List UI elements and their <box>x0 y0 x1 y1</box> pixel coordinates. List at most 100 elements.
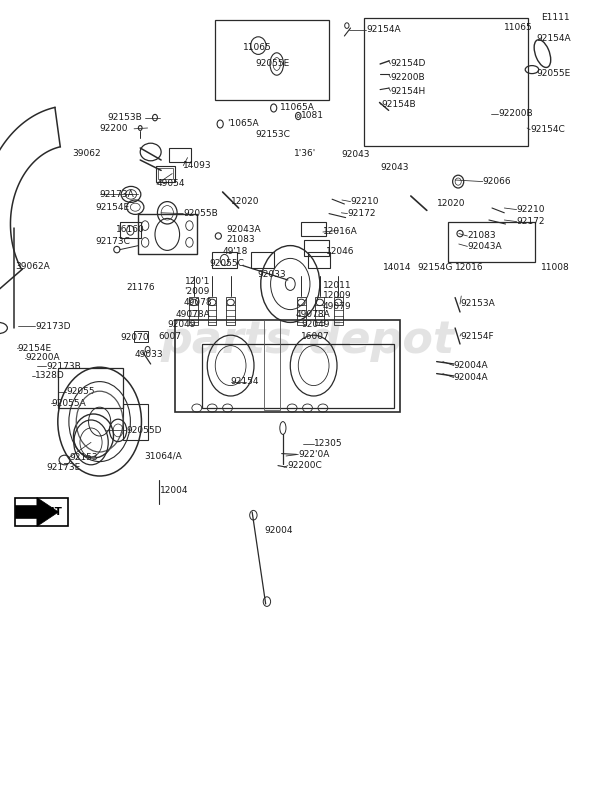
Bar <box>297 297 306 325</box>
Text: 39062A: 39062A <box>15 262 50 271</box>
Bar <box>158 168 173 179</box>
Text: 12009: 12009 <box>323 291 352 301</box>
Text: 92153C: 92153C <box>255 130 290 139</box>
Bar <box>212 252 237 268</box>
Bar <box>304 240 329 256</box>
Text: 12016A: 12016A <box>323 227 358 237</box>
Text: 49'18: 49'18 <box>223 247 248 257</box>
Text: 49033: 49033 <box>134 350 163 359</box>
Bar <box>156 166 175 182</box>
Bar <box>189 297 198 325</box>
Text: 92154: 92154 <box>231 377 259 386</box>
Text: 92154B: 92154B <box>381 100 416 110</box>
Text: 12046: 12046 <box>326 247 354 257</box>
Text: 21083: 21083 <box>226 235 255 245</box>
Text: 21176: 21176 <box>126 283 155 293</box>
Text: 92153B: 92153B <box>108 113 143 122</box>
Text: 92043: 92043 <box>380 163 408 173</box>
Text: 92173E: 92173E <box>46 463 81 473</box>
Text: 92154G: 92154G <box>417 263 453 273</box>
Text: 92055C: 92055C <box>209 259 244 269</box>
Text: 92154D: 92154D <box>391 59 426 69</box>
Text: '2009: '2009 <box>184 286 210 296</box>
Text: 49078A: 49078A <box>295 310 330 319</box>
Text: 49079: 49079 <box>323 302 352 311</box>
Text: 16160: 16160 <box>116 225 145 234</box>
Bar <box>15 498 68 526</box>
Text: 92004: 92004 <box>264 526 293 535</box>
Bar <box>251 252 274 268</box>
Text: 92173B: 92173B <box>46 362 81 371</box>
Text: 11065: 11065 <box>243 43 272 53</box>
Text: '1065A: '1065A <box>228 119 259 129</box>
Text: 92055E: 92055E <box>255 59 290 69</box>
Bar <box>120 222 141 238</box>
Text: E1111: E1111 <box>541 13 570 22</box>
Text: 49078A: 49078A <box>175 310 210 319</box>
Text: 12305: 12305 <box>314 439 343 449</box>
Text: 92055: 92055 <box>66 387 95 397</box>
Text: 92049: 92049 <box>167 320 196 330</box>
Bar <box>138 214 197 254</box>
Text: 92200A: 92200A <box>26 353 60 362</box>
Text: 1081: 1081 <box>301 111 324 121</box>
Text: 92154H: 92154H <box>391 86 426 96</box>
Text: 12020: 12020 <box>437 199 465 209</box>
Text: 92200B: 92200B <box>498 109 533 118</box>
Text: 92173C: 92173C <box>95 237 130 246</box>
Bar <box>202 344 394 408</box>
Text: 92004A: 92004A <box>454 361 488 370</box>
Text: 92066: 92066 <box>483 177 512 186</box>
Text: 922'0A: 922'0A <box>298 450 330 459</box>
Text: 92154F: 92154F <box>460 331 494 341</box>
Text: 31064/A: 31064/A <box>145 451 182 461</box>
Bar <box>134 331 148 342</box>
Text: 1'36': 1'36' <box>294 149 316 158</box>
Text: 12016: 12016 <box>455 263 484 273</box>
Text: 49078: 49078 <box>183 298 212 307</box>
Bar <box>364 18 528 146</box>
Bar <box>169 148 191 162</box>
Text: 92153A: 92153A <box>460 299 495 309</box>
Text: 39062: 39062 <box>73 149 101 158</box>
Text: 11008: 11008 <box>541 263 570 273</box>
Bar <box>334 297 343 325</box>
Polygon shape <box>15 498 58 526</box>
Text: 21083: 21083 <box>467 231 496 241</box>
Bar <box>301 222 326 236</box>
Text: 92154A: 92154A <box>366 25 400 34</box>
Text: 92200B: 92200B <box>391 73 425 82</box>
Bar <box>226 297 235 325</box>
Bar <box>58 368 123 408</box>
Text: 92173A: 92173A <box>100 190 135 199</box>
Text: 92173D: 92173D <box>35 322 71 331</box>
Text: parts.depot: parts.depot <box>161 318 454 362</box>
Text: 92210: 92210 <box>517 205 545 214</box>
Text: 6007: 6007 <box>159 331 181 341</box>
Text: 11065: 11065 <box>504 23 533 33</box>
Text: FRONT: FRONT <box>22 507 62 517</box>
Text: 92043A: 92043A <box>467 242 502 251</box>
Text: 92172: 92172 <box>347 209 376 218</box>
Bar <box>264 320 280 410</box>
Text: 14093: 14093 <box>183 161 212 170</box>
Text: 92033: 92033 <box>257 270 286 279</box>
Text: 92049: 92049 <box>301 320 330 330</box>
Text: 92154C: 92154C <box>530 125 565 134</box>
Text: 92055A: 92055A <box>51 398 86 408</box>
Text: 92154E: 92154E <box>17 343 51 353</box>
Bar <box>215 20 329 100</box>
Bar <box>448 222 535 262</box>
Text: 92154A: 92154A <box>536 34 571 43</box>
Text: 12004: 12004 <box>160 486 188 495</box>
Text: 120'1: 120'1 <box>184 277 210 286</box>
Text: 12020: 12020 <box>231 197 259 206</box>
Text: 92070: 92070 <box>120 333 149 342</box>
Text: 11065A: 11065A <box>280 103 315 113</box>
Text: 92055D: 92055D <box>126 426 162 435</box>
Text: 92200C: 92200C <box>288 461 323 470</box>
Bar <box>308 252 330 268</box>
Bar <box>208 297 216 325</box>
Bar <box>175 320 400 412</box>
Text: 92055B: 92055B <box>183 209 218 218</box>
